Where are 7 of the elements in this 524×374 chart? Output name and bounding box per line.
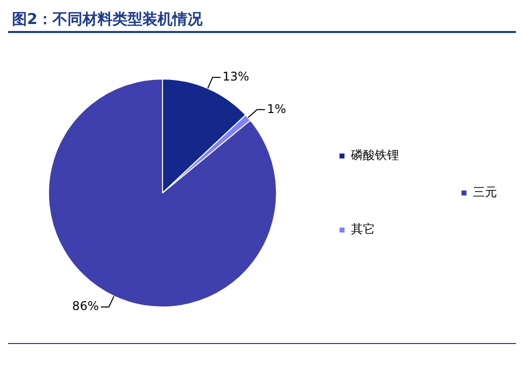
legend-label: 其它 [351,222,375,236]
chart-title: 图2：不同材料类型装机情况 [8,8,516,33]
data-label: 13% [222,69,250,84]
legend-label: 三元 [473,185,497,200]
legend-label: 磷酸铁锂 [350,148,399,162]
data-label: 86% [72,299,99,314]
data-label: 1% [267,102,286,116]
